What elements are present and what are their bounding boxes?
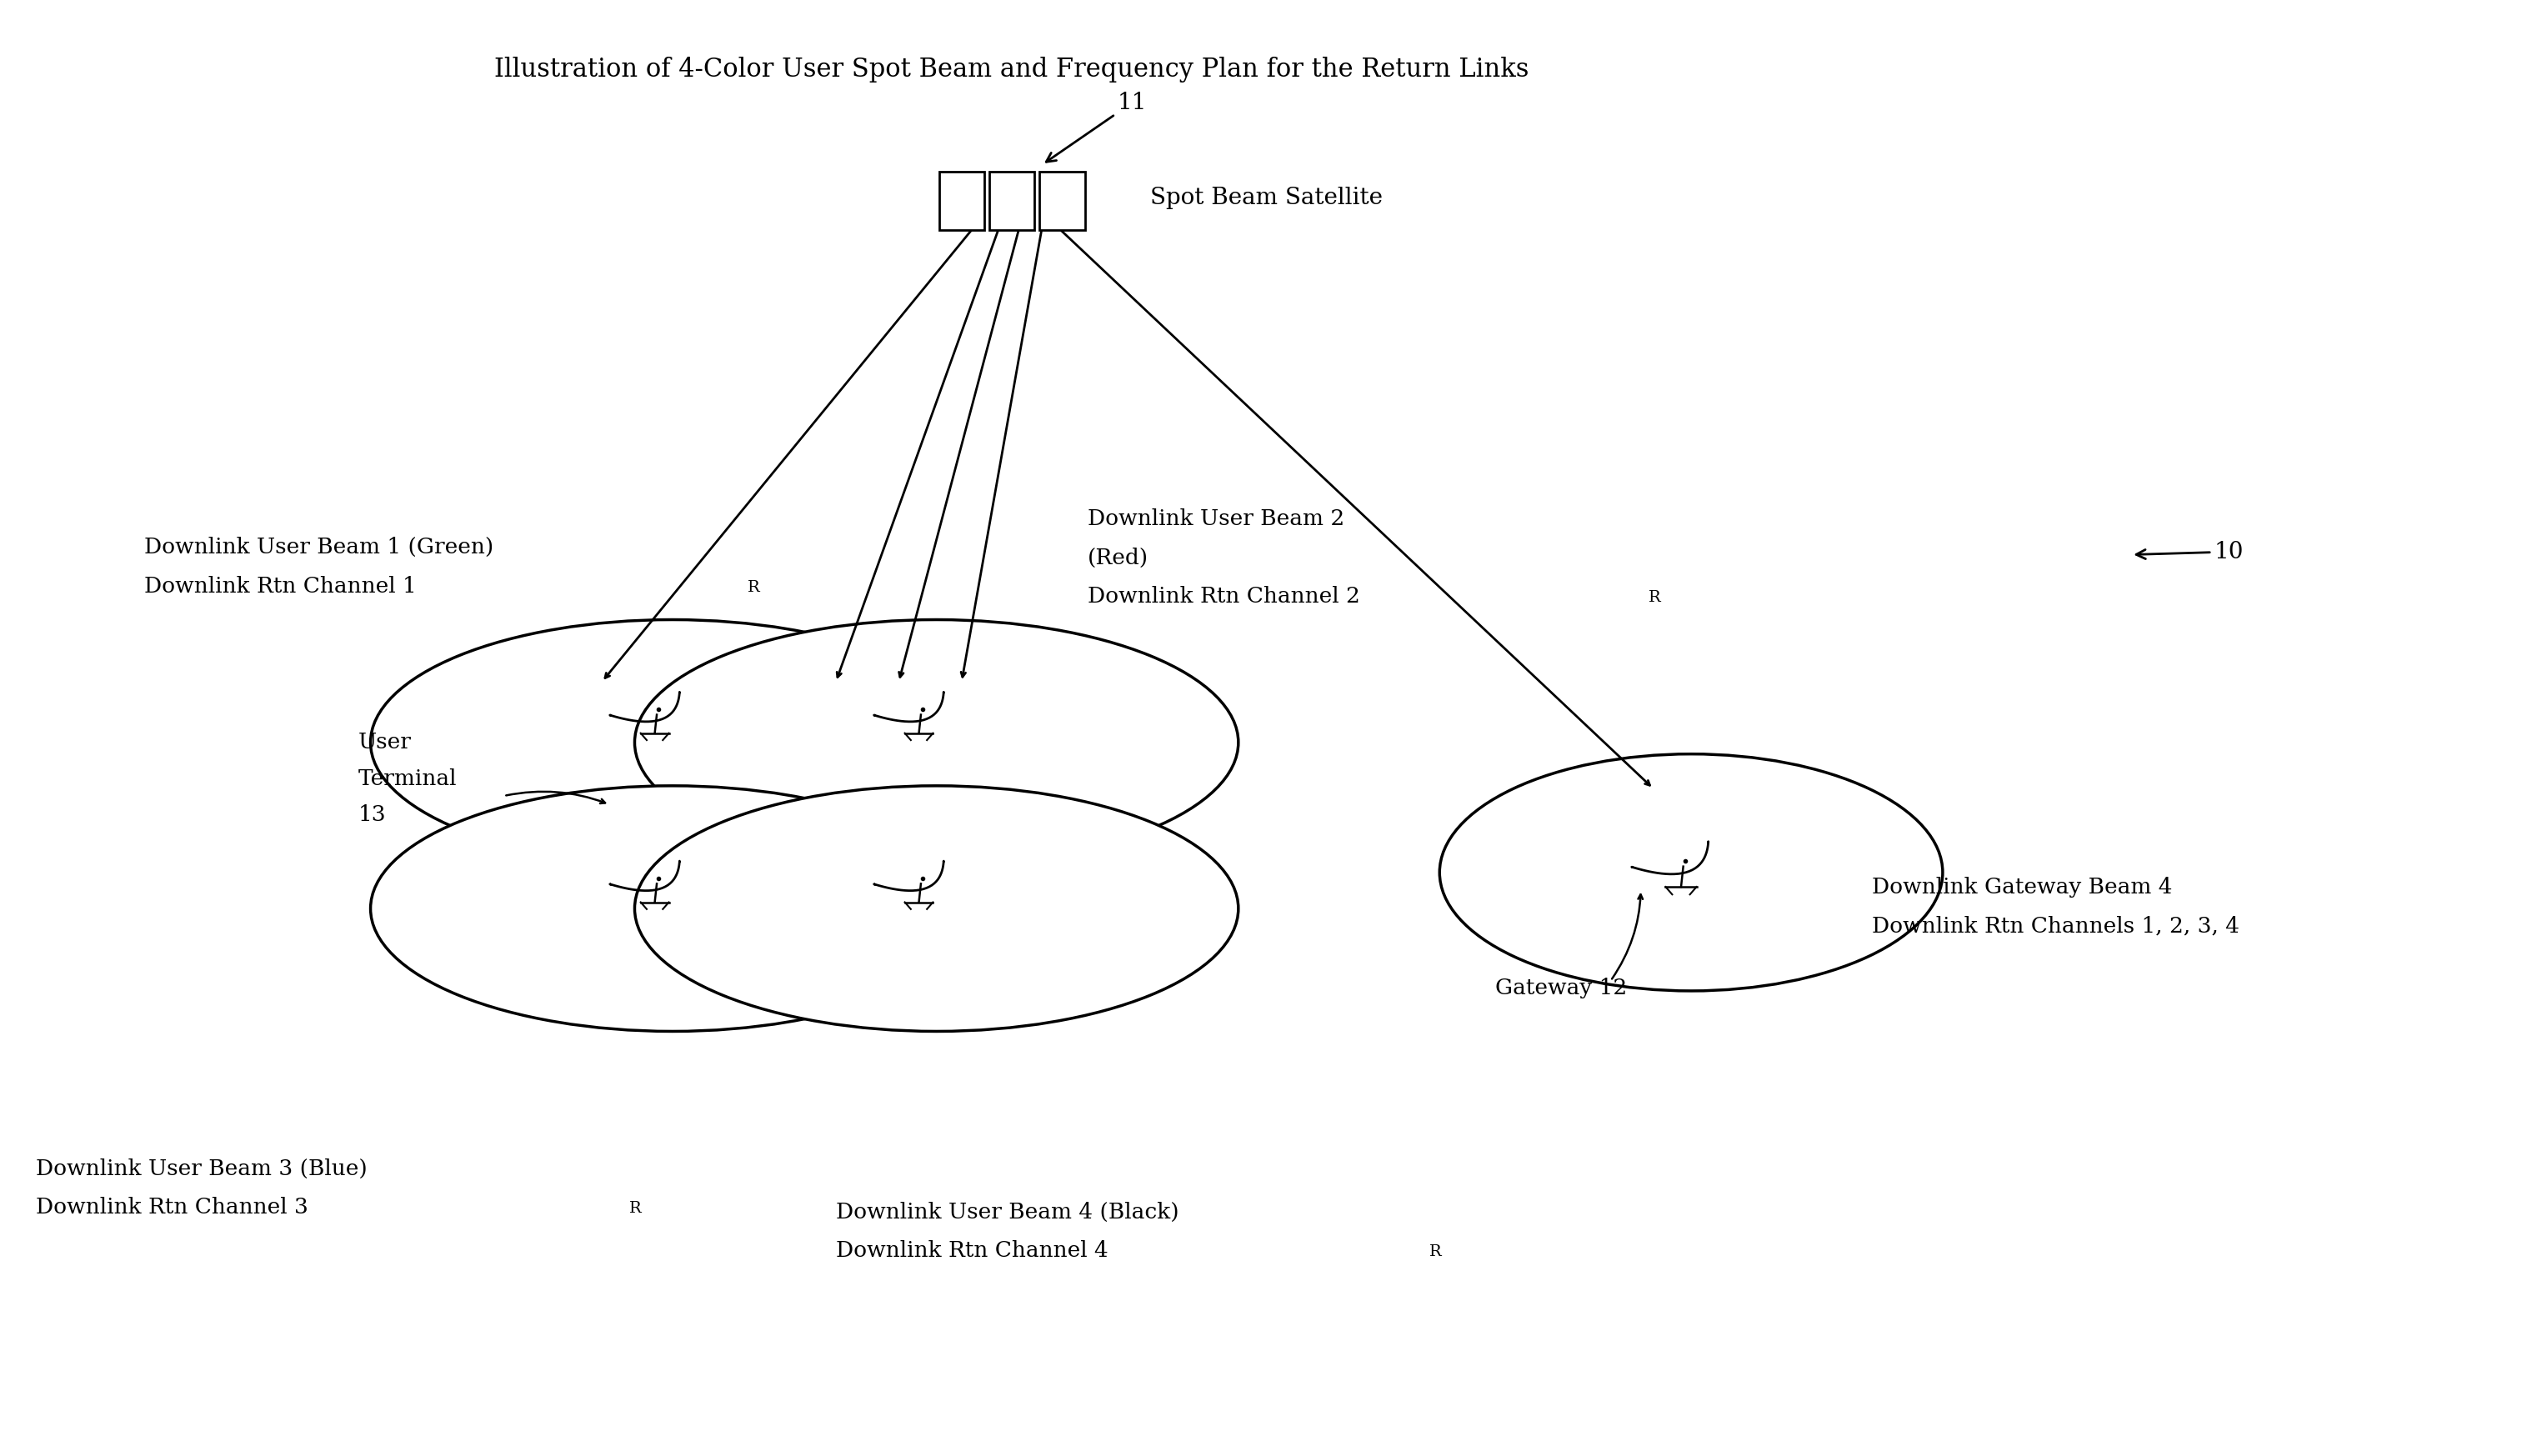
Text: Downlink Rtn Channel 1: Downlink Rtn Channel 1	[144, 577, 417, 597]
Text: Downlink User Beam 1 (Green): Downlink User Beam 1 (Green)	[144, 537, 493, 558]
Text: Downlink Rtn Channel 4: Downlink Rtn Channel 4	[836, 1241, 1109, 1261]
Ellipse shape	[371, 786, 975, 1031]
Bar	[1039, 172, 1084, 230]
Text: R: R	[748, 579, 761, 596]
Text: R: R	[629, 1201, 642, 1216]
Text: Downlink Gateway Beam 4: Downlink Gateway Beam 4	[1873, 877, 2173, 897]
Text: Spot Beam Satellite: Spot Beam Satellite	[1150, 186, 1382, 210]
Text: User: User	[359, 732, 412, 753]
Text: Downlink Rtn Channel 2: Downlink Rtn Channel 2	[1087, 587, 1360, 607]
Ellipse shape	[634, 620, 1238, 865]
Bar	[940, 172, 986, 230]
Text: 10: 10	[2135, 540, 2244, 563]
Text: Illustration of 4-Color User Spot Beam and Frequency Plan for the Return Links: Illustration of 4-Color User Spot Beam a…	[495, 57, 1529, 82]
Text: Downlink Rtn Channel 3: Downlink Rtn Channel 3	[35, 1197, 308, 1219]
Text: Gateway 12: Gateway 12	[1496, 977, 1627, 999]
Text: Downlink User Beam 2: Downlink User Beam 2	[1087, 508, 1344, 529]
Bar	[988, 172, 1034, 230]
Ellipse shape	[371, 620, 975, 865]
Text: R: R	[1430, 1245, 1443, 1259]
Text: R: R	[1648, 590, 1660, 606]
Text: 11: 11	[1046, 92, 1147, 162]
Ellipse shape	[1440, 754, 1943, 992]
Text: Downlink Rtn Channels 1, 2, 3, 4: Downlink Rtn Channels 1, 2, 3, 4	[1873, 916, 2239, 936]
Text: Terminal: Terminal	[359, 769, 457, 789]
Text: 13: 13	[359, 804, 387, 826]
Text: Downlink User Beam 3 (Blue): Downlink User Beam 3 (Blue)	[35, 1158, 366, 1179]
Text: Downlink User Beam 4 (Black): Downlink User Beam 4 (Black)	[836, 1201, 1180, 1222]
Ellipse shape	[634, 786, 1238, 1031]
Text: (Red): (Red)	[1087, 547, 1147, 568]
